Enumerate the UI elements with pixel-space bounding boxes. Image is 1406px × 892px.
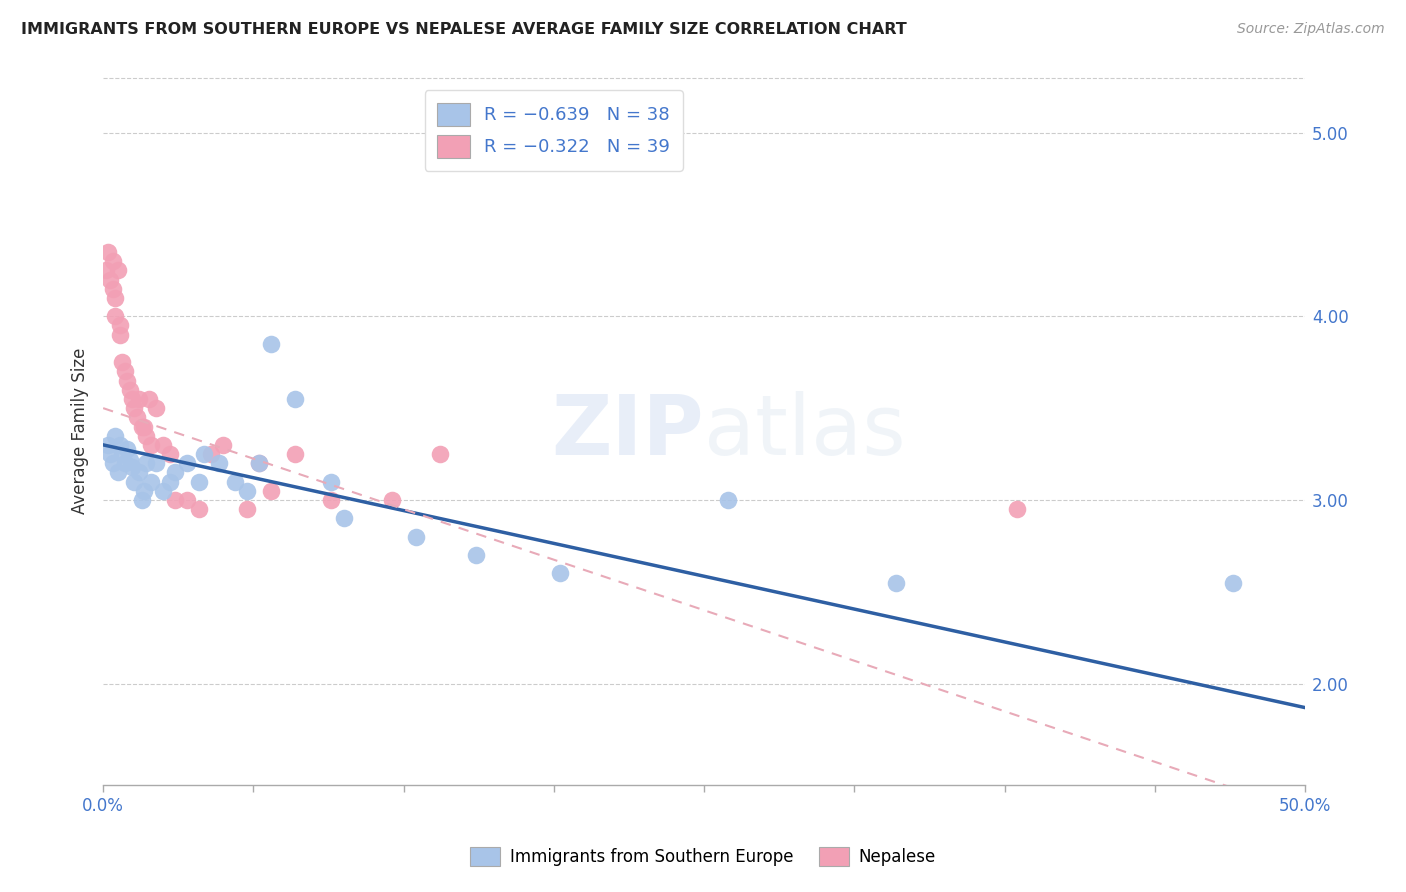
Point (165, 466, 187, 480)
Point (159, 475, 181, 489)
Point (260, 336, 283, 351)
Point (98, 272, 121, 286)
Point (188, 502, 211, 516)
Point (115, 442, 138, 456)
Point (128, 392, 150, 406)
Point (381, 493, 404, 508)
Text: ZIP: ZIP (551, 391, 704, 472)
Point (124, 475, 146, 489)
Point (101, 282, 124, 296)
Point (429, 447, 451, 461)
Point (152, 438, 174, 452)
Point (1005, 502, 1028, 516)
Point (207, 456, 229, 470)
Point (176, 493, 198, 508)
Point (118, 383, 141, 397)
Point (115, 374, 138, 388)
Point (125, 410, 148, 425)
Point (135, 428, 157, 442)
Point (104, 291, 127, 305)
Point (131, 419, 153, 434)
Legend: R = −0.639   N = 38, R = −0.322   N = 39: R = −0.639 N = 38, R = −0.322 N = 39 (425, 90, 683, 170)
Point (97, 244, 120, 259)
Point (464, 548, 486, 562)
Point (284, 447, 307, 461)
Point (132, 483, 155, 498)
Point (114, 456, 136, 470)
Point (108, 318, 131, 333)
Point (94, 263, 117, 277)
Point (212, 438, 235, 452)
Point (132, 419, 155, 434)
Point (101, 456, 124, 470)
Point (1222, 575, 1244, 590)
Point (200, 447, 222, 461)
Point (135, 456, 157, 470)
Point (193, 447, 215, 461)
Point (247, 456, 270, 470)
Point (141, 438, 163, 452)
Point (108, 438, 131, 452)
Point (159, 447, 181, 461)
Point (114, 364, 136, 378)
Point (145, 401, 167, 416)
Point (188, 475, 211, 489)
Text: Source: ZipAtlas.com: Source: ZipAtlas.com (1237, 22, 1385, 37)
Text: atlas: atlas (704, 391, 905, 472)
Legend: Immigrants from Southern Europe, Nepalese: Immigrants from Southern Europe, Nepales… (464, 840, 942, 873)
Point (141, 475, 163, 489)
Point (247, 456, 270, 470)
Point (131, 493, 153, 508)
Point (321, 475, 343, 489)
Point (124, 401, 146, 416)
Point (104, 428, 127, 442)
Point (118, 452, 141, 467)
Point (108, 327, 131, 342)
Y-axis label: Average Family Size: Average Family Size (72, 348, 89, 515)
Point (101, 254, 124, 268)
Point (321, 493, 343, 508)
Point (121, 459, 143, 474)
Point (717, 493, 740, 508)
Text: IMMIGRANTS FROM SOUTHERN EUROPE VS NEPALESE AVERAGE FAMILY SIZE CORRELATION CHAR: IMMIGRANTS FROM SOUTHERN EUROPE VS NEPAL… (21, 22, 907, 37)
Point (107, 466, 129, 480)
Point (111, 355, 134, 369)
Point (405, 530, 427, 544)
Point (107, 263, 129, 277)
Point (165, 493, 187, 508)
Point (176, 456, 198, 470)
Point (104, 310, 127, 324)
Point (128, 466, 150, 480)
Point (224, 475, 246, 489)
Point (152, 483, 174, 498)
Point (236, 502, 259, 516)
Point (97, 438, 120, 452)
Point (138, 392, 160, 406)
Point (111, 447, 134, 461)
Point (98, 447, 121, 461)
Point (236, 483, 259, 498)
Point (121, 392, 143, 406)
Point (260, 483, 283, 498)
Point (284, 392, 307, 406)
Point (145, 456, 167, 470)
Point (548, 566, 571, 581)
Point (332, 511, 354, 525)
Point (886, 575, 908, 590)
